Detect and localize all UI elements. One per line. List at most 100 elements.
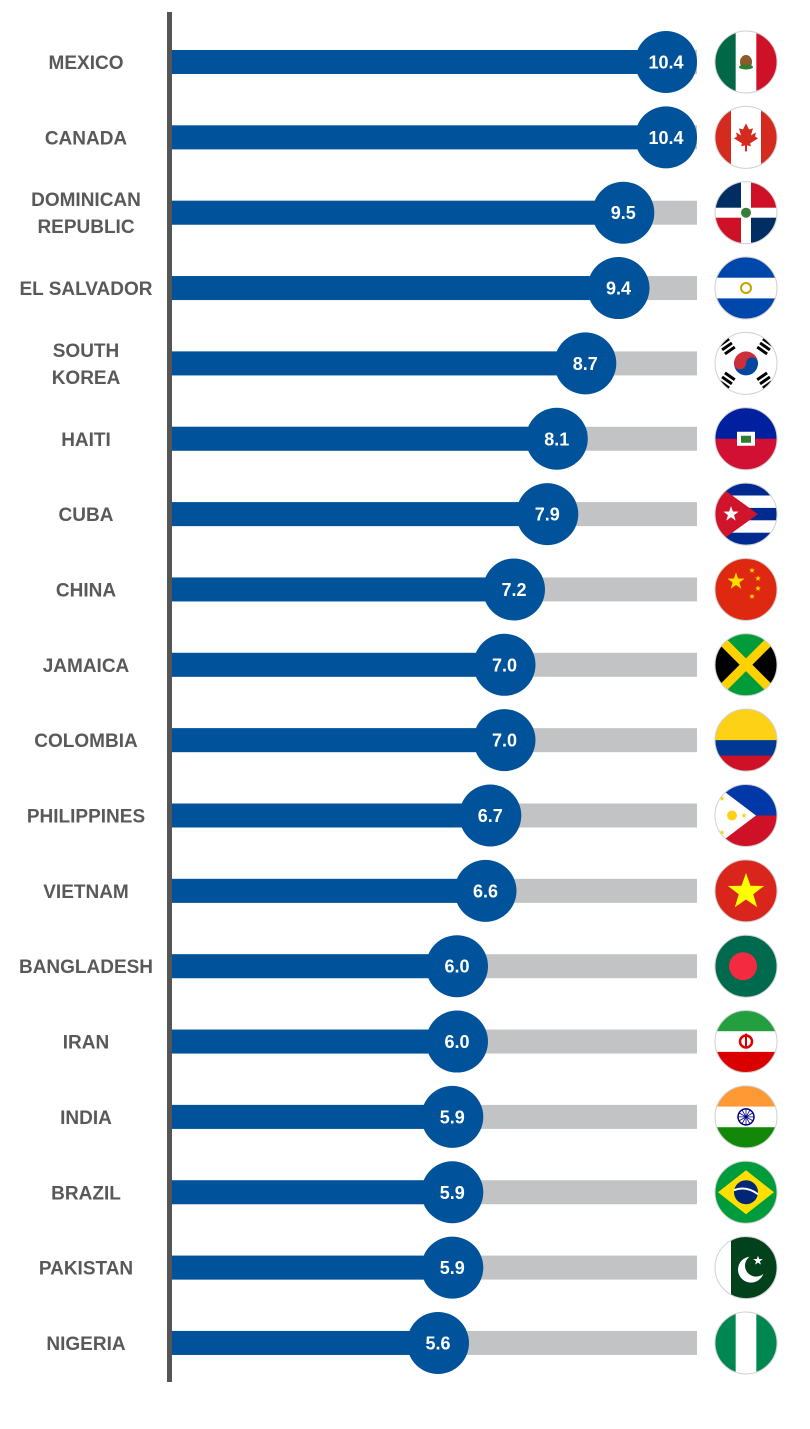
chart-row-bangladesh: BANGLADESH 6.0 <box>19 934 778 998</box>
value-bubble <box>554 332 617 395</box>
chart-row-dominican-republic: DOMINICAN REPUBLIC 9.5 <box>31 181 778 245</box>
pakistan-flag-icon <box>714 1236 778 1300</box>
value-label: 9.4 <box>606 279 631 299</box>
haiti-flag-icon <box>714 407 778 471</box>
value-label: 6.6 <box>473 881 498 901</box>
value-label: 10.4 <box>648 53 683 73</box>
value-bubble <box>587 257 650 320</box>
vietnam-flag-icon <box>714 859 778 923</box>
chart-row-mexico: MEXICO 10.4 <box>49 30 778 94</box>
value-label: 5.9 <box>440 1107 465 1127</box>
chart-row-philippines: PHILIPPINES 6.7 <box>27 784 778 847</box>
value-bubble <box>421 1236 484 1299</box>
value-label: 6.0 <box>444 1032 469 1052</box>
value-bubble <box>635 106 697 169</box>
india-flag-icon <box>714 1085 778 1149</box>
value-label: 7.0 <box>492 731 517 751</box>
bar <box>172 878 486 903</box>
value-label: 5.6 <box>425 1333 450 1353</box>
chart-row-canada: CANADA 10.4 <box>45 105 778 169</box>
bangladesh-flag-icon <box>714 934 778 998</box>
chart-row-jamaica: JAMAICA 7.0 <box>43 633 778 697</box>
value-label: 10.4 <box>648 128 683 148</box>
value-label: 8.1 <box>544 429 569 449</box>
chart-row-pakistan: PAKISTAN 5.9 <box>39 1236 778 1300</box>
value-label: 7.9 <box>535 505 560 525</box>
bar <box>172 1180 453 1205</box>
value-bubble <box>454 859 517 922</box>
value-label: 6.7 <box>478 806 503 826</box>
value-label: 6.0 <box>444 957 469 977</box>
country-label: MEXICO <box>49 53 124 74</box>
dominican-republic-flag-icon <box>714 181 778 245</box>
country-label: CANADA <box>45 128 128 149</box>
bar <box>172 426 557 451</box>
china-flag-icon <box>714 557 778 621</box>
value-bubble <box>635 31 697 93</box>
chart-row-iran: IRAN 6.0 <box>63 1010 778 1074</box>
value-bubble <box>407 1311 469 1374</box>
bar <box>172 351 586 376</box>
colombia-flag-icon <box>714 708 778 772</box>
chart-row-nigeria: NIGERIA 5.6 <box>46 1311 778 1375</box>
bar <box>172 1255 453 1280</box>
bar <box>172 1104 453 1129</box>
country-label: VIETNAM <box>43 882 129 903</box>
chart-row-colombia: COLOMBIA 7.0 <box>34 708 778 772</box>
y-axis-line <box>167 12 172 1382</box>
iran-flag-icon <box>714 1010 778 1074</box>
value-bubble <box>525 407 588 470</box>
country-label: BRAZIL <box>51 1183 121 1204</box>
canada-flag-icon <box>714 105 778 169</box>
bar <box>172 728 505 753</box>
chart-row-china: CHINA 7.2 <box>56 557 778 621</box>
country-label: INDIA <box>60 1108 112 1129</box>
value-label: 7.0 <box>492 655 517 675</box>
country-label: PHILIPPINES <box>27 807 145 828</box>
value-bubble <box>421 1085 484 1148</box>
chart-row-haiti: HAITI 8.1 <box>61 407 778 471</box>
jamaica-flag-icon <box>714 633 778 697</box>
cuba-flag-icon <box>714 482 778 546</box>
chart-row-cuba: CUBA 7.9 <box>59 482 778 546</box>
chart-row-brazil: BRAZIL 5.9 <box>51 1160 778 1224</box>
brazil-flag-icon <box>714 1160 778 1224</box>
country-label: COLOMBIA <box>34 731 138 752</box>
value-label: 5.9 <box>440 1258 465 1278</box>
chart-row-el-salvador: EL SALVADOR 9.4 <box>19 256 778 320</box>
value-bubble <box>426 935 488 998</box>
value-bubble <box>459 784 522 847</box>
country-label: KOREA <box>52 368 121 389</box>
value-bubble <box>426 1010 488 1073</box>
south-korea-flag-icon <box>714 331 778 395</box>
nigeria-flag-icon <box>714 1311 778 1375</box>
chart-row-south-korea: SOUTH KOREA 8.7 <box>52 331 778 395</box>
value-label: 9.5 <box>611 203 636 223</box>
country-label: CHINA <box>56 580 116 601</box>
value-bubble <box>483 558 545 621</box>
country-label: PAKISTAN <box>39 1259 133 1280</box>
country-label: CUBA <box>59 505 114 526</box>
bar <box>172 577 514 602</box>
value-label: 7.2 <box>501 580 526 600</box>
bar <box>172 50 666 74</box>
country-label: JAMAICA <box>43 656 130 677</box>
bar <box>172 954 457 979</box>
country-label: SOUTH <box>53 341 120 362</box>
country-label: EL SALVADOR <box>19 279 152 300</box>
bar <box>172 803 491 828</box>
chart-row-vietnam: VIETNAM 6.6 <box>43 859 778 923</box>
bar <box>172 652 505 677</box>
mexico-flag-icon <box>714 30 778 94</box>
bar <box>172 125 666 150</box>
bar <box>172 200 624 225</box>
bar <box>172 1330 438 1355</box>
value-bubble <box>592 181 655 244</box>
value-bubble <box>421 1161 484 1224</box>
bar <box>172 1029 457 1054</box>
country-label: NIGERIA <box>46 1334 125 1355</box>
country-label: IRAN <box>63 1033 109 1054</box>
value-label: 5.9 <box>440 1183 465 1203</box>
value-bubble <box>473 709 536 772</box>
